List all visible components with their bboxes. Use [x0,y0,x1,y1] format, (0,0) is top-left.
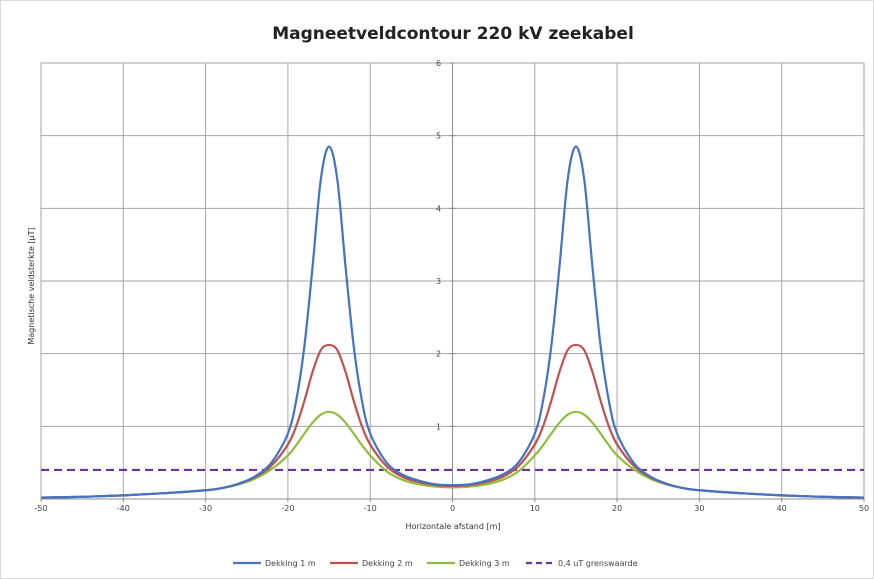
y-tick-label: 2 [436,350,441,359]
y-tick-label: 1 [436,422,441,431]
series-line-dekking-3-m [40,410,865,499]
x-tick-label: 20 [612,504,622,513]
x-tick-label: -40 [117,504,130,513]
x-tick-label: 50 [859,504,869,513]
axes [40,62,865,502]
chart-title: Magneetveldcontour 220 kV zeekabel [272,24,634,44]
y-tick-label: 5 [436,132,441,141]
x-tick-label: 10 [530,504,540,513]
x-tick-label: 30 [694,504,704,513]
series-layer [40,145,865,499]
x-tick-label: -50 [34,504,47,513]
x-tick-label: -30 [199,504,212,513]
y-axis-label: Magnetische veldsterkte [µT] [27,227,36,344]
legend: Dekking 1 m Dekking 2 m Dekking 3 m 0,4 uT … [233,559,638,568]
x-tick-label: 40 [777,504,787,513]
x-tick-label: -20 [281,504,294,513]
series-line-dekking-1-m [40,145,865,499]
legend-label-dekking-2-m: Dekking 2 m [362,559,413,568]
legend-label-dekking-3-m: Dekking 3 m [459,559,510,568]
tick-labels: -50 -40 -30 -20 -10 0 10 20 30 40 50 1 2 3 4 5 6 [34,59,869,513]
legend-label-0-4-ut-grenswaarde: 0,4 uT grenswaarde [558,559,638,568]
y-tick-label: 4 [436,204,441,213]
x-tick-label: 0 [450,504,455,513]
x-axis-label: Horizontale afstand [m] [406,522,501,531]
legend-label-dekking-1-m: Dekking 1 m [265,559,316,568]
y-tick-label: 6 [436,59,441,68]
x-tick-label: -10 [364,504,377,513]
y-tick-label: 3 [436,277,441,286]
